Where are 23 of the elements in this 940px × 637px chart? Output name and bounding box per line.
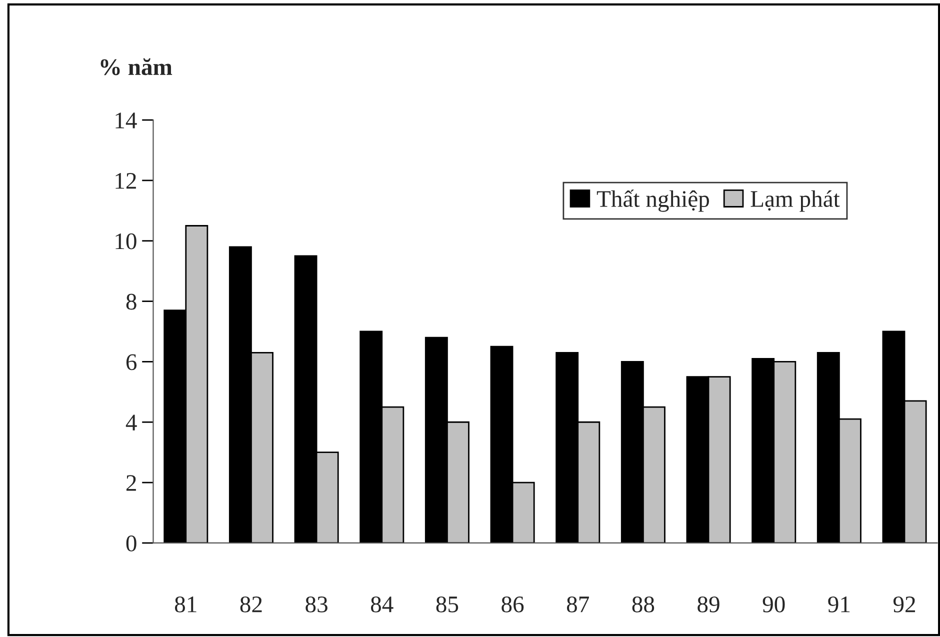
x-tick-label: 85 xyxy=(436,596,458,612)
x-tick-label: 90 xyxy=(762,596,785,612)
x-tick-label: 91 xyxy=(828,596,850,612)
y-tick-label: 2 xyxy=(126,475,136,491)
y-tick-label: 8 xyxy=(126,294,136,310)
x-tick-label: 81 xyxy=(174,596,196,612)
x-tick-label: 83 xyxy=(306,596,328,612)
y-axis-title: % năm xyxy=(100,58,172,76)
y-tick-label: 12 xyxy=(116,172,136,189)
x-tick-label: 86 xyxy=(502,596,524,612)
x-tick-label: 84 xyxy=(370,596,394,612)
legend-label: Thất nghiệp xyxy=(596,190,710,212)
y-tick-label: 0 xyxy=(126,535,136,552)
y-tick-label: 14 xyxy=(116,112,137,128)
x-tick-label: 87 xyxy=(566,596,589,612)
y-tick-label: 6 xyxy=(126,354,137,370)
x-tick-label: 88 xyxy=(632,596,654,612)
y-tick-label: 10 xyxy=(116,233,136,250)
x-tick-label: 89 xyxy=(698,596,720,612)
legend-label: Lạm phát xyxy=(750,190,840,212)
x-tick-label: 82 xyxy=(240,596,262,612)
x-tick-label: 92 xyxy=(893,596,916,612)
y-tick-label: 4 xyxy=(126,414,137,430)
